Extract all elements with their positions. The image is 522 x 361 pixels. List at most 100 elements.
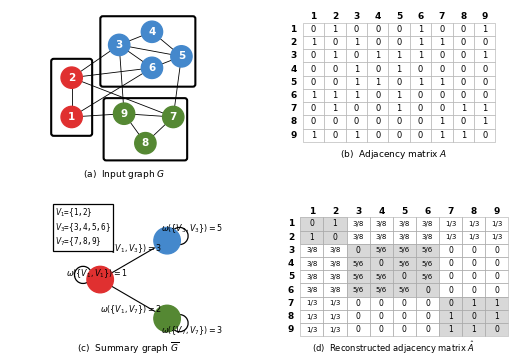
Text: 1: 1 — [397, 104, 402, 113]
Bar — [324, 231, 347, 244]
Bar — [485, 323, 508, 336]
Text: 1: 1 — [440, 38, 445, 47]
Bar — [324, 217, 347, 231]
Bar — [303, 23, 324, 36]
Text: 0: 0 — [397, 38, 402, 47]
Text: 8: 8 — [471, 207, 477, 216]
Text: 3/8: 3/8 — [375, 234, 387, 240]
Text: 0: 0 — [448, 246, 453, 255]
Text: 1: 1 — [418, 25, 423, 34]
Text: 5/6: 5/6 — [422, 274, 433, 280]
Bar — [300, 257, 324, 270]
Bar — [439, 323, 462, 336]
Circle shape — [109, 34, 130, 56]
Bar — [367, 62, 388, 76]
Text: 0: 0 — [482, 131, 488, 140]
Text: 5/6: 5/6 — [352, 274, 364, 280]
Bar — [346, 49, 367, 62]
Bar — [367, 36, 388, 49]
Text: 1: 1 — [375, 78, 381, 87]
Text: 0: 0 — [494, 286, 500, 295]
Text: 0: 0 — [379, 299, 384, 308]
Bar — [474, 89, 495, 102]
Text: 0: 0 — [471, 312, 476, 321]
Circle shape — [154, 305, 180, 332]
Bar — [346, 36, 367, 49]
Text: 1: 1 — [354, 91, 359, 100]
Bar — [474, 129, 495, 142]
Text: $\omega(\{V_7,V_7\})=3$: $\omega(\{V_7,V_7\})=3$ — [161, 325, 223, 337]
Text: 3/8: 3/8 — [329, 247, 341, 253]
Bar — [370, 257, 393, 270]
Bar — [300, 217, 347, 244]
Text: $\omega(\{V_3,V_3\})=5$: $\omega(\{V_3,V_3\})=5$ — [161, 222, 223, 235]
Text: 0: 0 — [494, 259, 500, 268]
Text: 0: 0 — [397, 117, 402, 126]
Text: (b)  Adjacency matrix $A$: (b) Adjacency matrix $A$ — [340, 148, 447, 161]
Text: 0: 0 — [440, 104, 445, 113]
Bar — [485, 283, 508, 297]
Text: 0: 0 — [375, 25, 381, 34]
Text: 4: 4 — [288, 259, 294, 268]
Bar — [347, 310, 370, 323]
Text: 1/3: 1/3 — [445, 234, 456, 240]
Bar — [370, 297, 393, 310]
Circle shape — [162, 106, 184, 128]
Bar — [393, 310, 416, 323]
Bar — [410, 102, 431, 116]
Text: 1: 1 — [471, 299, 476, 308]
Bar — [416, 270, 439, 283]
Circle shape — [154, 227, 180, 254]
Text: 1: 1 — [311, 38, 316, 47]
Text: 3/8: 3/8 — [422, 234, 433, 240]
Bar — [324, 129, 346, 142]
Bar — [439, 310, 462, 323]
Bar — [453, 116, 474, 129]
Bar — [393, 270, 416, 283]
Text: 1: 1 — [494, 312, 499, 321]
Bar — [393, 283, 416, 297]
Text: 0: 0 — [425, 299, 430, 308]
Bar — [388, 89, 410, 102]
Text: 0: 0 — [333, 65, 338, 74]
Bar — [324, 36, 346, 49]
Text: 1: 1 — [311, 91, 316, 100]
Text: 1/3: 1/3 — [491, 234, 503, 240]
Bar — [346, 23, 367, 36]
Text: 3/8: 3/8 — [399, 234, 410, 240]
Text: 0: 0 — [375, 38, 381, 47]
Bar — [346, 129, 367, 142]
Text: 1: 1 — [290, 25, 296, 34]
Text: 0: 0 — [375, 131, 381, 140]
Text: 0: 0 — [402, 325, 407, 334]
Bar — [300, 310, 324, 323]
Bar — [324, 244, 347, 257]
Text: 3/8: 3/8 — [399, 221, 410, 227]
Bar — [346, 102, 367, 116]
Bar — [462, 231, 485, 244]
Bar — [347, 257, 370, 270]
Bar — [393, 217, 416, 231]
Text: 0: 0 — [418, 91, 423, 100]
Bar — [370, 310, 393, 323]
Text: 0: 0 — [471, 259, 476, 268]
Bar — [367, 76, 388, 89]
Text: 1: 1 — [397, 51, 402, 60]
Text: 7: 7 — [288, 299, 294, 308]
Bar — [462, 270, 485, 283]
Text: 1: 1 — [333, 219, 337, 229]
Bar — [462, 310, 485, 323]
Text: 0: 0 — [354, 104, 359, 113]
Text: 6: 6 — [288, 286, 294, 295]
Bar — [370, 217, 393, 231]
Bar — [485, 257, 508, 270]
Bar — [367, 129, 388, 142]
Text: 1/3: 1/3 — [306, 327, 317, 333]
Text: 5/6: 5/6 — [399, 247, 410, 253]
Bar — [453, 23, 474, 36]
Text: 0: 0 — [402, 272, 407, 281]
Bar — [453, 36, 474, 49]
Text: 0: 0 — [482, 65, 488, 74]
Text: 1: 1 — [288, 219, 294, 229]
Text: 0: 0 — [375, 117, 381, 126]
